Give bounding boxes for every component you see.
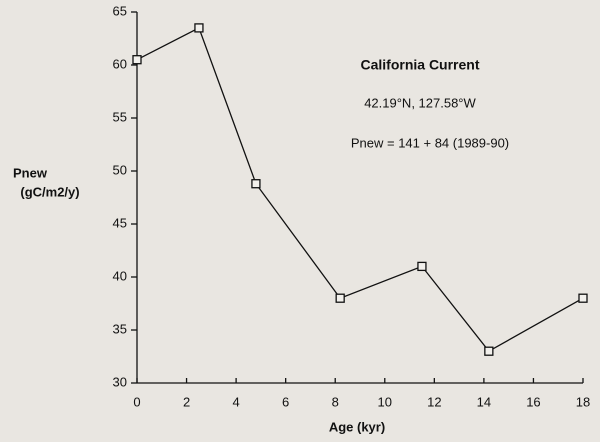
x-tick-label: 16 [526,394,540,409]
y-tick-label: 60 [113,56,127,71]
y-tick-label: 65 [113,3,127,18]
y-tick-label: 35 [113,321,127,336]
x-tick-label: 18 [576,394,590,409]
annotation: Pnew = 141 + 84 (1989-90) [351,135,509,150]
x-tick-label: 12 [427,394,441,409]
y-tick-label: 30 [113,374,127,389]
x-tick-label: 0 [133,394,140,409]
x-axis-label: Age (kyr) [329,419,385,434]
data-point [194,23,204,33]
data-point [335,293,345,303]
data-line [136,26,584,353]
chart-title: California Current [360,57,479,73]
x-tick-label: 10 [378,394,392,409]
y-axis-label: Pnew [13,165,48,180]
y-tick-label: 55 [113,109,127,124]
y-tick-label: 40 [113,268,127,283]
x-tick-label: 14 [477,394,491,409]
annotation: 42.19°N, 127.58°W [364,95,476,110]
y-tick-label: 50 [113,162,127,177]
y-tick-label: 45 [113,215,127,230]
x-tick-label: 2 [183,394,190,409]
data-point [251,179,261,189]
data-point [417,261,427,272]
x-tick-label: 4 [232,394,239,409]
y-axis-label: (gC/m2/y) [20,184,79,199]
data-point [484,346,494,356]
data-point [132,55,142,65]
x-tick-label: 8 [332,394,339,409]
x-tick-label: 6 [282,394,289,409]
data-point [578,293,588,303]
